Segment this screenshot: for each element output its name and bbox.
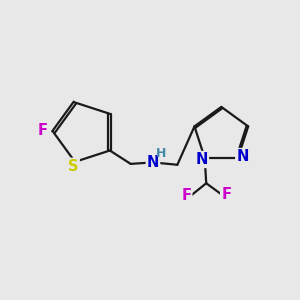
Text: S: S xyxy=(68,159,79,174)
Text: N: N xyxy=(196,152,208,167)
Text: N: N xyxy=(147,155,159,170)
Text: F: F xyxy=(181,188,191,203)
Text: H: H xyxy=(156,147,166,160)
Text: N: N xyxy=(236,149,249,164)
Text: F: F xyxy=(38,123,48,138)
Text: F: F xyxy=(221,187,231,202)
